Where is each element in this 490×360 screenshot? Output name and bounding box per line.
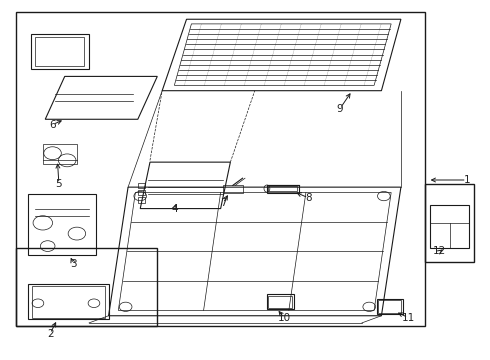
Bar	[138, 190, 145, 195]
Bar	[16, 12, 425, 327]
Text: 12: 12	[433, 247, 446, 256]
Bar	[378, 300, 401, 313]
Bar	[28, 284, 109, 319]
Bar	[269, 296, 292, 307]
Text: 11: 11	[402, 312, 415, 323]
Bar	[43, 144, 77, 164]
Bar	[138, 197, 145, 203]
Bar	[35, 37, 84, 66]
Text: 8: 8	[305, 193, 312, 203]
Bar	[30, 33, 89, 69]
Text: 9: 9	[337, 104, 343, 113]
Bar	[376, 299, 403, 314]
Text: 3: 3	[70, 259, 77, 269]
Bar	[269, 186, 296, 192]
Bar	[31, 286, 105, 318]
Bar	[16, 248, 157, 327]
Text: 7: 7	[220, 198, 226, 208]
Bar	[223, 185, 243, 193]
Bar	[138, 183, 145, 188]
Bar	[267, 185, 298, 193]
Text: 10: 10	[277, 312, 291, 323]
Text: 5: 5	[55, 179, 62, 189]
Text: 2: 2	[47, 329, 53, 339]
Text: 6: 6	[49, 120, 56, 130]
Bar	[267, 294, 294, 309]
Bar	[425, 184, 474, 262]
Text: 1: 1	[464, 175, 470, 185]
Text: 4: 4	[171, 203, 178, 213]
